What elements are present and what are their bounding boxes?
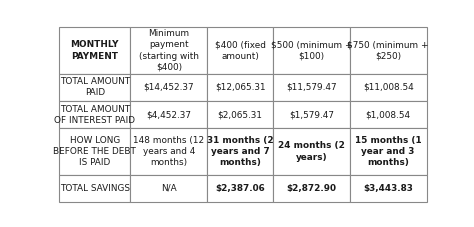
- Text: $1,579.47: $1,579.47: [289, 110, 334, 119]
- Bar: [350, 101, 427, 128]
- Text: $2,872.90: $2,872.90: [286, 184, 337, 193]
- Text: 15 months (1
year and 3
months): 15 months (1 year and 3 months): [355, 136, 421, 167]
- Text: $400 (fixed
amount): $400 (fixed amount): [215, 40, 265, 61]
- Text: $750 (minimum +
$250): $750 (minimum + $250): [347, 40, 429, 61]
- Bar: [59, 128, 130, 175]
- Bar: [273, 74, 350, 101]
- Text: $3,443.83: $3,443.83: [363, 184, 413, 193]
- Bar: [207, 74, 273, 101]
- Text: 24 months (2
years): 24 months (2 years): [278, 141, 345, 162]
- Text: TOTAL AMOUNT
PAID: TOTAL AMOUNT PAID: [60, 77, 130, 97]
- Text: $1,008.54: $1,008.54: [365, 110, 411, 119]
- Bar: [273, 101, 350, 128]
- Bar: [273, 128, 350, 175]
- Bar: [350, 175, 427, 202]
- Text: 31 months (2
years and 7
months): 31 months (2 years and 7 months): [207, 136, 273, 167]
- Text: N/A: N/A: [161, 184, 177, 193]
- Bar: [59, 101, 130, 128]
- Bar: [59, 74, 130, 101]
- Text: TOTAL AMOUNT
OF INTEREST PAID: TOTAL AMOUNT OF INTEREST PAID: [55, 105, 136, 125]
- Bar: [350, 74, 427, 101]
- Bar: [130, 27, 207, 74]
- Bar: [59, 175, 130, 202]
- Bar: [207, 101, 273, 128]
- Bar: [207, 128, 273, 175]
- Bar: [273, 175, 350, 202]
- Text: $2,065.31: $2,065.31: [218, 110, 263, 119]
- Text: $11,008.54: $11,008.54: [363, 83, 413, 92]
- Bar: [59, 27, 130, 74]
- Text: $14,452.37: $14,452.37: [144, 83, 194, 92]
- Text: 148 months (12
years and 4
months): 148 months (12 years and 4 months): [133, 136, 204, 167]
- Bar: [130, 74, 207, 101]
- Text: $4,452.37: $4,452.37: [146, 110, 191, 119]
- Bar: [130, 101, 207, 128]
- Text: TOTAL SAVINGS: TOTAL SAVINGS: [60, 184, 130, 193]
- Bar: [350, 128, 427, 175]
- Text: HOW LONG
BEFORE THE DEBT
IS PAID: HOW LONG BEFORE THE DEBT IS PAID: [54, 136, 137, 167]
- Bar: [130, 175, 207, 202]
- Bar: [350, 27, 427, 74]
- Bar: [207, 175, 273, 202]
- Text: Minimum
payment
(starting with
$400): Minimum payment (starting with $400): [139, 29, 199, 72]
- Text: MONTHLY
PAYMENT: MONTHLY PAYMENT: [71, 40, 119, 61]
- Bar: [273, 27, 350, 74]
- Text: $500 (minimum +
$100): $500 (minimum + $100): [271, 40, 352, 61]
- Text: $11,579.47: $11,579.47: [286, 83, 337, 92]
- Text: $2,387.06: $2,387.06: [215, 184, 265, 193]
- Text: $12,065.31: $12,065.31: [215, 83, 265, 92]
- Bar: [207, 27, 273, 74]
- Bar: [130, 128, 207, 175]
